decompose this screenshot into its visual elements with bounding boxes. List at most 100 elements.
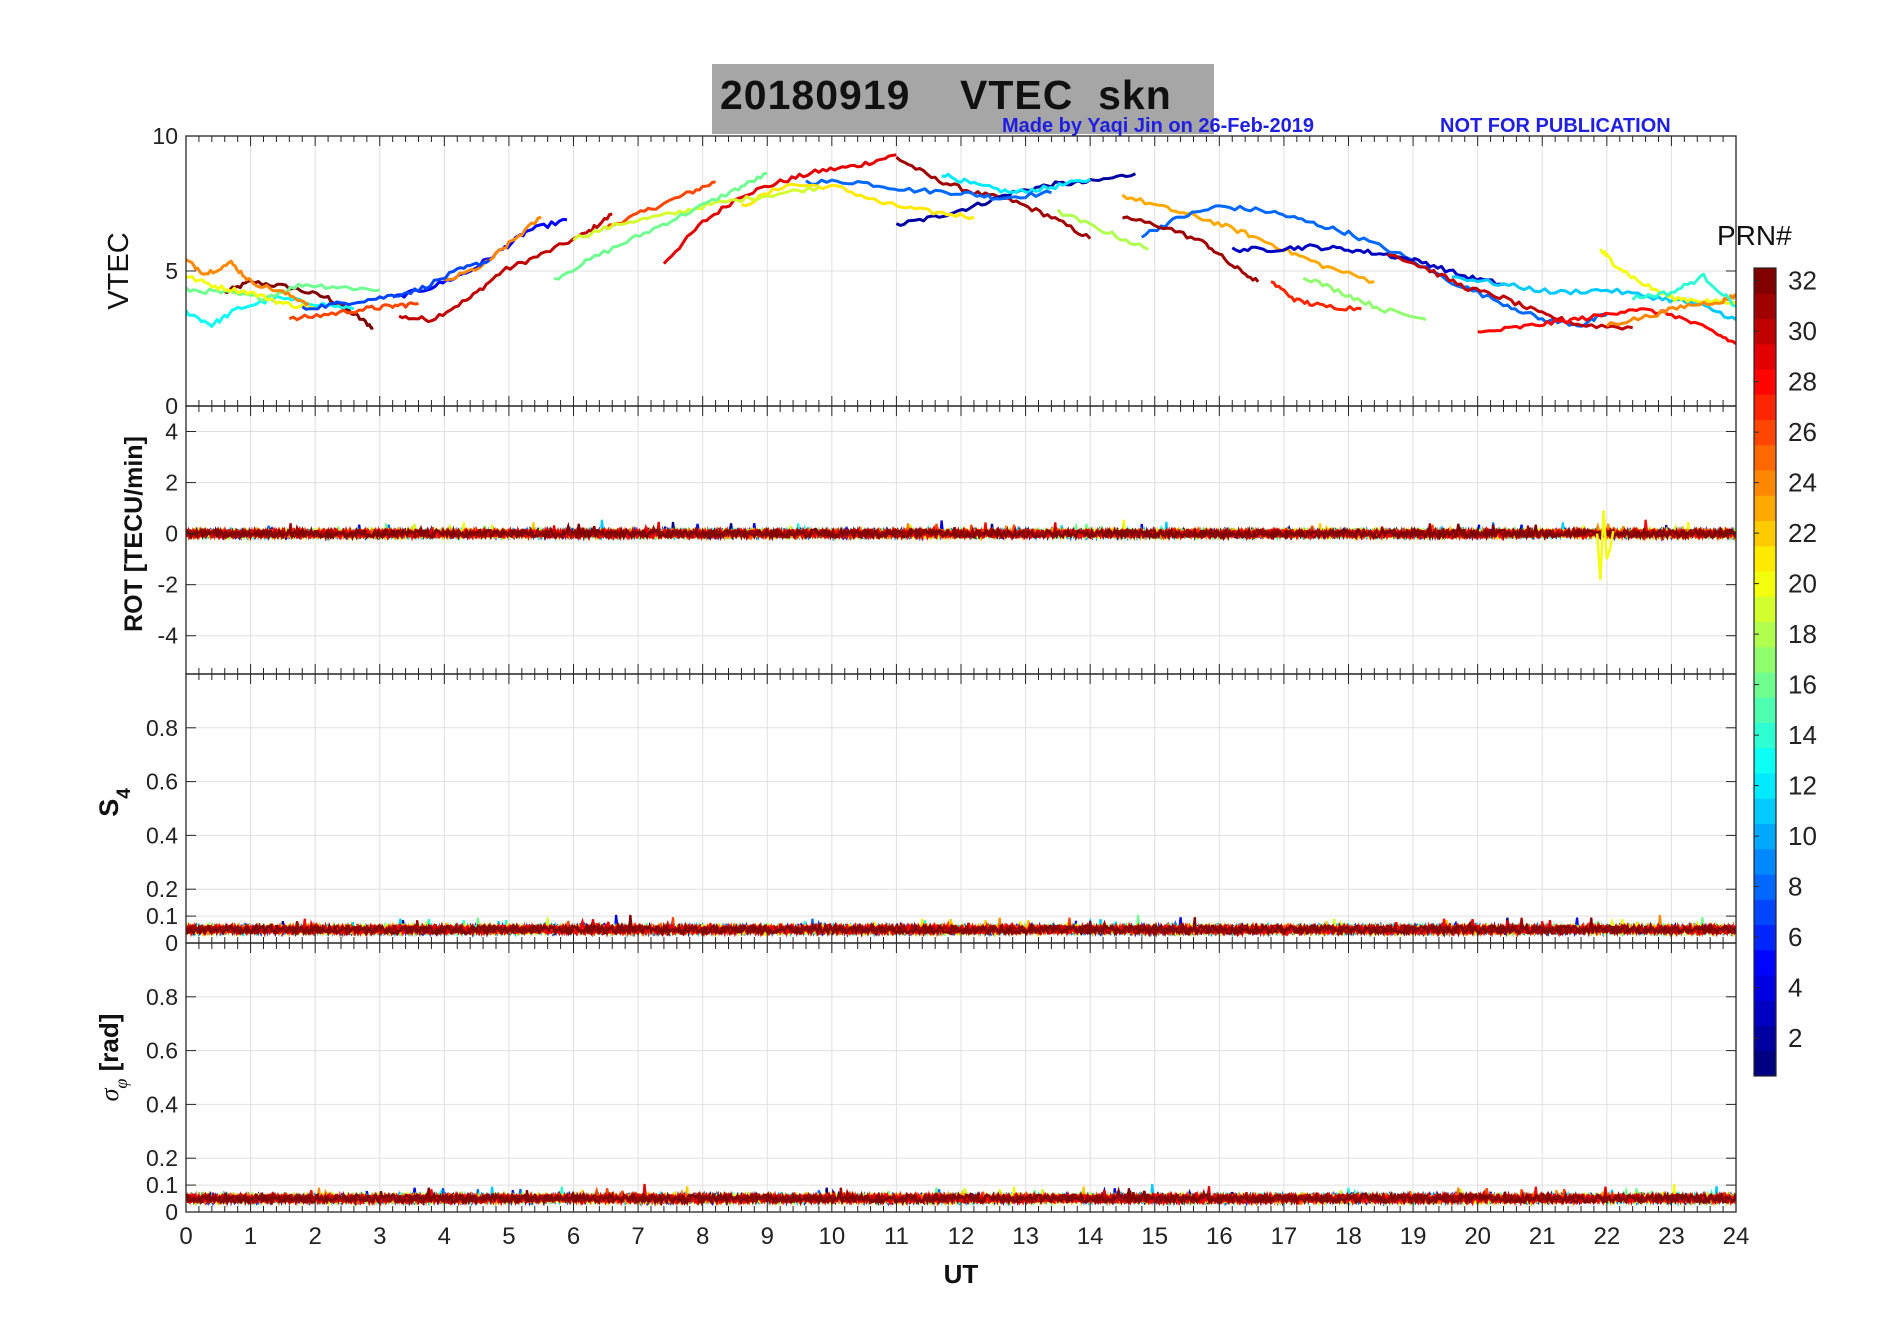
vtec-series-prn-31 xyxy=(895,156,1092,240)
vtec-series-prn-14 xyxy=(1631,272,1736,308)
y-tick-label: 0 xyxy=(165,521,178,547)
vtec-series-prn-23 xyxy=(1121,193,1375,284)
x-tick-label: 1 xyxy=(244,1223,257,1250)
vtec-series-prn-21 xyxy=(741,182,975,221)
colorbar-segment xyxy=(1754,924,1776,951)
x-tick-label: 13 xyxy=(1012,1223,1039,1250)
y-tick-label: 10 xyxy=(152,123,178,149)
colorbar-segment xyxy=(1754,419,1776,446)
vtec-series-prn-5 xyxy=(392,217,568,299)
colorbar-tick-label: 22 xyxy=(1788,518,1817,548)
x-tick-label: 19 xyxy=(1400,1223,1427,1250)
chart-title: 20180919 VTEC skn xyxy=(720,72,1172,118)
colorbar-segment xyxy=(1754,975,1776,1001)
colorbar-segment xyxy=(1754,571,1776,597)
y-tick-label: 0.1 xyxy=(146,903,178,929)
x-tick-label: 9 xyxy=(761,1223,774,1250)
panel-rot: -4 -2 0 2 4 ROT [TECU/min] xyxy=(120,405,1737,675)
colorbar-segment xyxy=(1754,1025,1776,1052)
colorbar-segment xyxy=(1754,293,1776,319)
vtec-series-prn-26 xyxy=(604,180,716,231)
rot-spike-prn-20 xyxy=(1595,510,1615,580)
vtec-series-prn-12 xyxy=(941,172,1091,195)
colorbar-segment xyxy=(1754,949,1776,976)
y-tick-label: 0.6 xyxy=(146,1038,178,1064)
x-tick-label: 11 xyxy=(884,1223,909,1250)
y-tick-label: 4 xyxy=(165,419,178,445)
colorbar-segment xyxy=(1754,520,1776,547)
vtec-series-prn-18 xyxy=(1056,208,1149,251)
credit-notice: NOT FOR PUBLICATION xyxy=(1440,115,1671,137)
noise-trace-prn-29 xyxy=(186,1183,1736,1207)
y-tick-label: 0.4 xyxy=(146,822,178,848)
x-tick-label: 21 xyxy=(1529,1223,1556,1250)
y-tick-label: 0 xyxy=(165,1199,178,1225)
y-tick-label: -2 xyxy=(158,572,178,598)
colorbar-segment xyxy=(1754,470,1776,496)
colorbar-tick-label: 24 xyxy=(1788,468,1817,498)
panel-data xyxy=(186,510,1736,580)
colorbar-tick-label: 2 xyxy=(1788,1023,1802,1053)
vtec-series-prn-27 xyxy=(1270,280,1362,312)
colorbar-tick-label: 18 xyxy=(1788,619,1817,649)
vtec-series-prn-29 xyxy=(662,153,897,265)
panel-s4: 00.10.2 0.4 0.6 0.8 S4 xyxy=(94,673,1737,956)
noise-trace-prn-32 xyxy=(186,1186,1736,1207)
vtec-series-prn-24 xyxy=(1605,293,1736,328)
colorbar-segment xyxy=(1754,874,1776,900)
colorbar-segment xyxy=(1754,318,1776,345)
y-tick-label: 0.8 xyxy=(146,715,178,741)
vtec-series-prn-7 xyxy=(301,258,491,311)
colorbar-segment xyxy=(1754,646,1776,673)
colorbar-tick-label: 16 xyxy=(1788,670,1817,700)
panel-vtec: 0 5 10 VTEC xyxy=(103,123,1737,419)
panel-data xyxy=(186,153,1736,346)
colorbar-segment xyxy=(1754,773,1776,799)
colorbar-segment xyxy=(1754,747,1776,774)
y-axis-label: ROT [TECU/min] xyxy=(120,436,148,632)
x-tick-label: 5 xyxy=(502,1223,515,1250)
colorbar-segment xyxy=(1754,621,1776,648)
panel-sigma_phi: 00.10.20.40.60.8σφ [rad]0 1 2 3 4 5 6 7 8 9 10 11 12… xyxy=(94,942,1749,1289)
x-axis-label: UT xyxy=(944,1259,979,1289)
y-tick-label: 0.2 xyxy=(146,1145,178,1171)
y-tick-label: 0.8 xyxy=(146,984,178,1010)
x-tick-label: 14 xyxy=(1077,1223,1104,1250)
x-tick-label: 22 xyxy=(1593,1223,1620,1250)
colorbar-tick-label: 30 xyxy=(1788,316,1817,346)
x-tick-label: 18 xyxy=(1335,1223,1362,1250)
x-tick-label: 8 xyxy=(696,1223,709,1250)
x-tick-label: 4 xyxy=(438,1223,451,1250)
y-tick-label: -4 xyxy=(158,623,179,649)
y-tick-label: 0 xyxy=(165,930,178,956)
y-tick-label: 5 xyxy=(165,258,178,284)
x-tick-label: 20 xyxy=(1464,1223,1491,1250)
colorbar-segment xyxy=(1754,798,1776,824)
colorbar-segment xyxy=(1754,899,1776,925)
vtec-series-prn-3 xyxy=(1231,243,1504,286)
y-tick-label: 0.1 xyxy=(146,1172,178,1198)
vtec-series-prn-16 xyxy=(553,172,768,281)
title-box xyxy=(712,64,1214,134)
colorbar-segment xyxy=(1754,495,1776,521)
vtec-series-prn-30 xyxy=(1386,253,1633,331)
x-tick-label: 2 xyxy=(308,1223,321,1250)
colorbar-tick-label: 26 xyxy=(1788,417,1817,447)
y-tick-label: 2 xyxy=(165,470,178,496)
x-tick-label: 16 xyxy=(1206,1223,1233,1250)
credit-author: Made by Yaqi Jin on 26-Feb-2019 xyxy=(1002,115,1314,137)
vtec-series-prn-17 xyxy=(1302,276,1427,322)
y-axis-label: VTEC xyxy=(103,232,135,309)
y-tick-label: 0.6 xyxy=(146,769,178,795)
vtec-series-prn-8 xyxy=(805,178,1052,201)
vtec-series-prn-20 xyxy=(1599,248,1736,305)
vtec-series-prn-31 xyxy=(1122,215,1260,283)
vtec-series-prn-32 xyxy=(224,279,374,330)
y-axis-label: S4 xyxy=(94,788,135,817)
colorbar-segment xyxy=(1754,444,1776,471)
y-tick-label: 0.2 xyxy=(146,876,178,902)
colorbar-segment xyxy=(1754,697,1776,723)
colorbar-tick-label: 6 xyxy=(1788,922,1802,952)
